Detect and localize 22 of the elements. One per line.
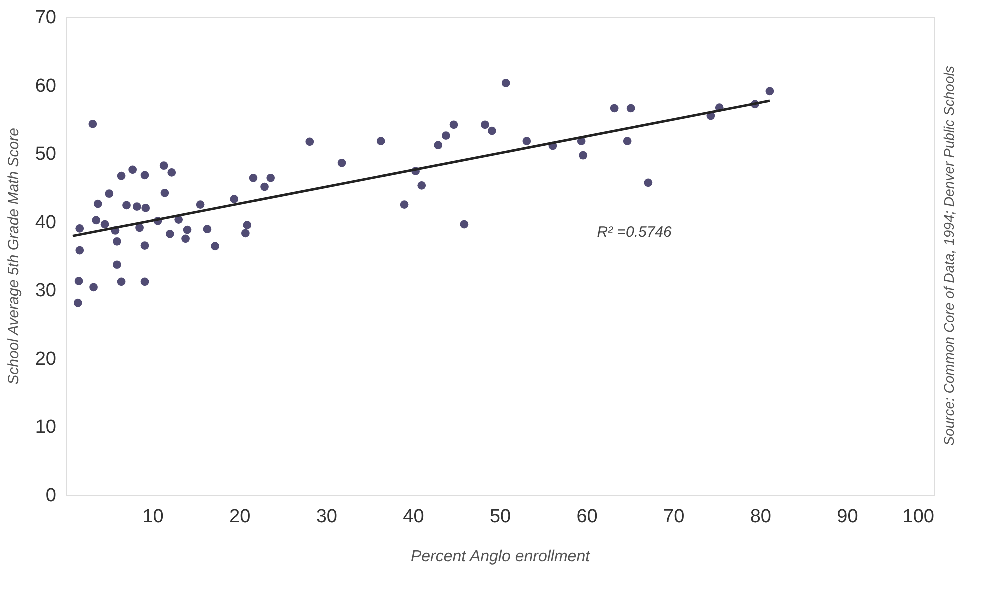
x-tick-label: 30 — [316, 506, 338, 528]
annotation: R² =0.5746 — [597, 224, 673, 242]
x-tick-label: 50 — [490, 506, 512, 528]
y-tick-label: 10 — [35, 417, 56, 438]
x-tick-label: 80 — [750, 506, 772, 528]
x-tick-label: 40 — [403, 506, 424, 528]
y-tick-label: 40 — [35, 212, 56, 234]
x-tick-label: 70 — [664, 506, 685, 528]
y-tick-label: 0 — [46, 486, 56, 506]
x-axis-title: Percent Anglo enrollment — [410, 548, 591, 566]
y-tick-label: 50 — [35, 144, 56, 166]
y-axis-title: School Average 5th Grade Math Score — [5, 128, 22, 385]
x-tick-label: 60 — [576, 506, 598, 528]
x-tick-label: 100 — [902, 506, 934, 528]
x-tick-label: 90 — [837, 506, 858, 528]
y-tick-label: 20 — [35, 348, 56, 370]
y-tick-label: 30 — [35, 280, 56, 302]
y-tick-label: 70 — [35, 8, 56, 28]
x-tick-label: 10 — [142, 506, 164, 528]
x-tick-label: 20 — [230, 506, 251, 528]
source-note: Source: Common Core of Data, 1994; Denver Public Schools — [941, 66, 957, 446]
y-tick-label: 60 — [35, 76, 56, 97]
